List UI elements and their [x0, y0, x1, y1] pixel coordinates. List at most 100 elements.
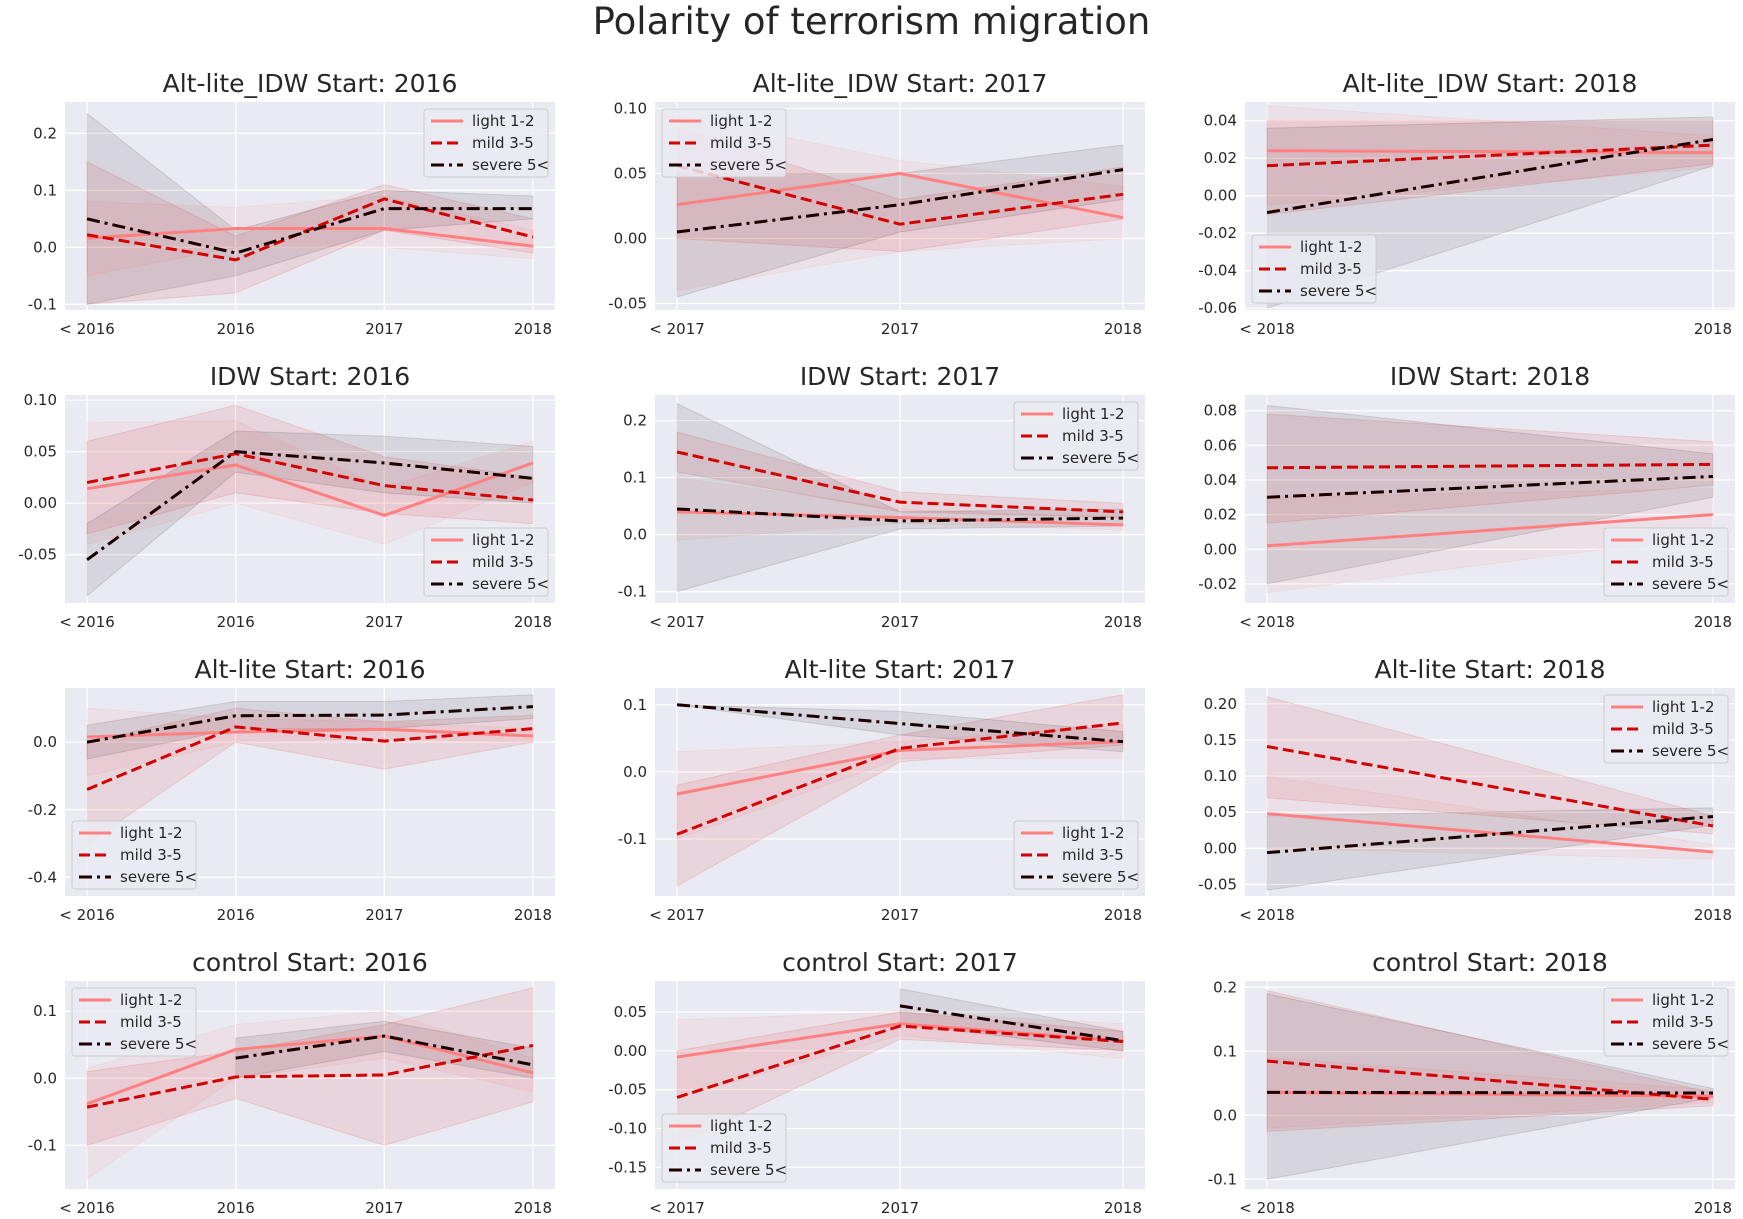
y-tick-label: -0.4: [28, 868, 57, 886]
subplot-title: control Start: 2018: [1372, 948, 1608, 977]
subplot: IDW Start: 2016 -0.05 0.00 0.05 0.10 < 2016 20…: [18, 362, 555, 631]
legend-label-mild: mild 3-5: [472, 134, 534, 152]
x-tick-label: 2018: [1104, 1199, 1142, 1217]
subplot-title: Alt-lite Start: 2016: [195, 655, 426, 684]
x-tick-label: < 2016: [59, 613, 115, 631]
legend-label-light: light 1-2: [1652, 991, 1715, 1009]
series-group: [676, 402, 1124, 593]
y-tick-label: -0.05: [18, 546, 57, 564]
y-tick-label: -0.02: [1198, 575, 1237, 593]
series-line-mild: [676, 164, 1124, 226]
legend-label-light: light 1-2: [1062, 824, 1125, 842]
y-tick-label: 0.00: [24, 494, 57, 512]
legend-label-light: light 1-2: [120, 824, 183, 842]
x-tick-label: 2018: [1104, 906, 1142, 924]
subplot-title: Alt-lite Start: 2018: [1375, 655, 1606, 684]
subplot-title: Alt-lite Start: 2017: [785, 655, 1016, 684]
x-tick-label: 2017: [365, 906, 403, 924]
series-group: [86, 112, 534, 305]
x-tick-label: 2017: [881, 1199, 919, 1217]
legend-label-severe: severe 5<: [710, 156, 787, 174]
y-tick-label: -0.02: [1198, 224, 1237, 242]
y-tick-label: -0.1: [28, 1136, 57, 1154]
x-tick-label: 2016: [217, 320, 255, 338]
series-line-mild: [676, 1024, 1124, 1099]
confidence-band-mild: [1266, 413, 1714, 524]
legend-frame: [1013, 820, 1139, 890]
legend: light 1-2 mild 3-5 severe 5<: [71, 820, 197, 890]
legend: light 1-2 mild 3-5 severe 5<: [1603, 987, 1729, 1057]
subplot-title: Alt-lite_IDW Start: 2017: [753, 69, 1048, 98]
series-line-mild: [676, 450, 1124, 514]
series-line-light: [676, 172, 1124, 220]
x-tick-label: < 2016: [59, 906, 115, 924]
legend-label-severe: severe 5<: [120, 868, 197, 886]
legend-frame: [661, 1113, 787, 1183]
legend-label-mild: mild 3-5: [1652, 720, 1714, 738]
legend-label-light: light 1-2: [1652, 531, 1715, 549]
y-tick-label: 0.10: [24, 391, 57, 409]
subplot: Alt-lite_IDW Start: 2017 -0.05 0.00 0.05 0.1…: [608, 69, 1145, 338]
confidence-band-mild: [1266, 120, 1714, 215]
series-line-mild: [86, 197, 534, 262]
x-tick-label: 2018: [1104, 320, 1142, 338]
confidence-band-severe: [86, 112, 534, 305]
y-tick-label: 0.0: [1213, 1106, 1237, 1124]
y-tick-label: -0.10: [608, 1119, 647, 1137]
confidence-band-severe: [676, 402, 1124, 593]
subplot: control Start: 2016 -0.1 0.0 0.1 < 2016 2016 2…: [28, 948, 555, 1217]
y-tick-label: 0.2: [33, 124, 57, 142]
legend-label-severe: severe 5<: [710, 1161, 787, 1179]
y-tick-label: 0.20: [1204, 695, 1237, 713]
y-tick-label: -0.1: [28, 295, 57, 313]
subplot: IDW Start: 2017 -0.1 0.0 0.1 0.2 < 2017 2017 20…: [618, 362, 1145, 631]
x-tick-label: 2017: [365, 320, 403, 338]
legend: light 1-2 mild 3-5 severe 5<: [661, 1113, 787, 1183]
legend-label-light: light 1-2: [472, 531, 535, 549]
subplot: Alt-lite Start: 2017 -0.1 0.0 0.1 < 2017 2017…: [618, 655, 1145, 924]
series-line-severe: [1266, 815, 1714, 855]
y-tick-label: 0.05: [24, 443, 57, 461]
y-tick-label: 0.1: [623, 469, 647, 487]
subplot: Alt-lite Start: 2018 -0.05 0.00 0.05 0.10 0.1…: [1198, 655, 1735, 924]
series-line-severe: [1267, 1090, 1713, 1095]
series-group: [86, 987, 534, 1180]
series-line-mild: [1266, 143, 1714, 168]
y-tick-label: 0.2: [1213, 978, 1237, 996]
x-tick-label: 2018: [514, 613, 552, 631]
legend-label-light: light 1-2: [472, 112, 535, 130]
legend-label-light: light 1-2: [710, 112, 773, 130]
series-group: [676, 988, 1124, 1145]
legend-frame: [1603, 527, 1729, 597]
legend-label-mild: mild 3-5: [710, 134, 772, 152]
x-tick-label: 2018: [1694, 906, 1732, 924]
y-tick-label: 0.04: [1204, 471, 1237, 489]
x-tick-label: < 2016: [59, 320, 115, 338]
legend-label-light: light 1-2: [1062, 405, 1125, 423]
legend-label-severe: severe 5<: [1652, 575, 1729, 593]
y-tick-label: 0.02: [1204, 506, 1237, 524]
series-line-light: [677, 510, 1123, 527]
series-group: [1266, 105, 1714, 309]
legend: light 1-2 mild 3-5 severe 5<: [71, 987, 197, 1057]
confidence-band-light: [86, 1010, 534, 1180]
legend-label-light: light 1-2: [120, 991, 183, 1009]
legend: light 1-2 mild 3-5 severe 5<: [1603, 527, 1729, 597]
legend-label-mild: mild 3-5: [120, 1013, 182, 1031]
confidence-band-light: [676, 724, 1124, 840]
legend-label-severe: severe 5<: [472, 575, 549, 593]
y-tick-label: 0.02: [1204, 149, 1237, 167]
series-line-severe: [86, 705, 534, 744]
y-tick-label: 0.1: [623, 696, 647, 714]
legend-frame: [1013, 401, 1139, 471]
x-tick-label: 2018: [1104, 613, 1142, 631]
legend: light 1-2 mild 3-5 severe 5<: [1603, 694, 1729, 764]
legend-label-mild: mild 3-5: [710, 1139, 772, 1157]
x-tick-label: 2017: [365, 1199, 403, 1217]
confidence-band-severe: [1266, 993, 1714, 1181]
y-tick-label: 0.04: [1204, 112, 1237, 130]
series-line-mild: [86, 452, 534, 502]
y-tick-label: 0.0: [623, 526, 647, 544]
legend-frame: [71, 820, 197, 890]
legend-label-mild: mild 3-5: [1062, 846, 1124, 864]
